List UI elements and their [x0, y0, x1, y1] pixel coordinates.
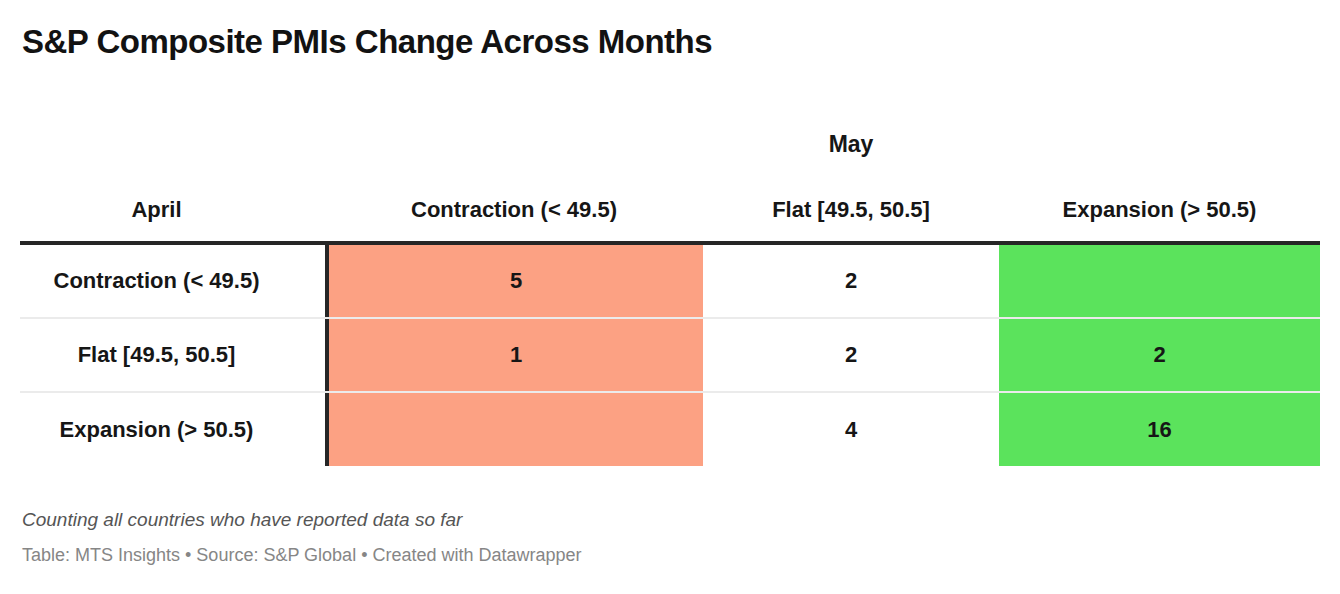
cell-value: 2 — [703, 245, 999, 317]
pmi-change-table-chart: S&P Composite PMIs Change Across Months … — [0, 0, 1340, 594]
row-label: Flat [49.5, 50.5] — [20, 319, 325, 391]
column-header-row: April Contraction (< 49.5) Flat [49.5, 5… — [20, 158, 1320, 245]
cell-value: 1 — [325, 319, 703, 391]
column-header-flat: Flat [49.5, 50.5] — [703, 158, 999, 241]
table-row-expansion: Expansion (> 50.5) 4 16 — [20, 393, 1320, 466]
chart-title: S&P Composite PMIs Change Across Months — [22, 22, 1340, 62]
pmi-table: May April Contraction (< 49.5) Flat [49.… — [20, 100, 1320, 466]
cell-value: 4 — [703, 393, 999, 466]
column-group-header-row: May — [20, 100, 1320, 158]
column-header-expansion: Expansion (> 50.5) — [999, 158, 1320, 241]
row-label: Expansion (> 50.5) — [20, 393, 325, 466]
column-group-header-may: May — [703, 100, 999, 158]
spacer-cell — [20, 100, 325, 158]
spacer-cell — [999, 100, 1320, 158]
cell-value — [999, 245, 1320, 317]
cell-value: 2 — [999, 319, 1320, 391]
cell-value: 2 — [703, 319, 999, 391]
cell-value — [325, 393, 703, 466]
column-header-contraction: Contraction (< 49.5) — [325, 158, 703, 241]
cell-value: 5 — [325, 245, 703, 317]
table-row-contraction: Contraction (< 49.5) 5 2 — [20, 245, 1320, 319]
row-group-header-april: April — [20, 158, 325, 241]
chart-byline: Table: MTS Insights • Source: S&P Global… — [22, 544, 1340, 566]
cell-value: 16 — [999, 393, 1320, 466]
chart-note: Counting all countries who have reported… — [22, 508, 1340, 532]
row-label: Contraction (< 49.5) — [20, 245, 325, 317]
table-row-flat: Flat [49.5, 50.5] 1 2 2 — [20, 319, 1320, 393]
spacer-cell — [325, 100, 703, 158]
